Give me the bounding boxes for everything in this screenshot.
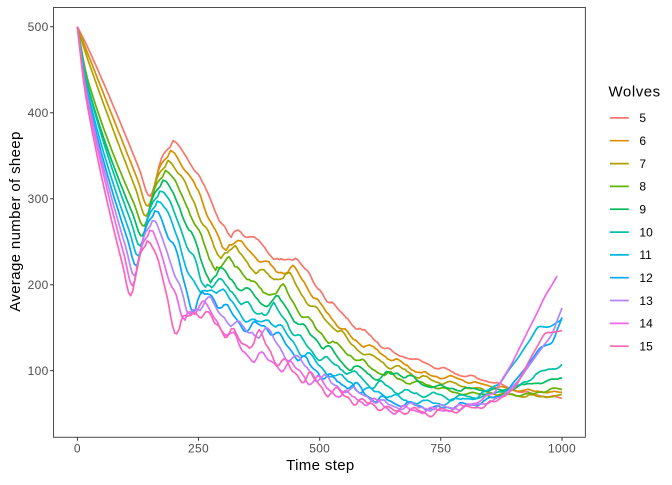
svg-text:6: 6 (639, 134, 646, 148)
svg-text:Wolves: Wolves (609, 84, 661, 101)
svg-text:250: 250 (188, 442, 209, 456)
svg-text:14: 14 (639, 317, 653, 331)
svg-text:750: 750 (430, 442, 451, 456)
svg-text:7: 7 (639, 157, 646, 171)
svg-text:10: 10 (639, 225, 653, 239)
svg-text:100: 100 (28, 364, 49, 378)
svg-text:Time step: Time step (286, 457, 354, 474)
svg-text:12: 12 (639, 271, 653, 285)
svg-text:11: 11 (639, 248, 652, 262)
svg-text:0: 0 (74, 442, 81, 456)
svg-text:500: 500 (309, 442, 330, 456)
svg-text:300: 300 (28, 192, 49, 206)
svg-text:Average number of sheep: Average number of sheep (7, 131, 24, 311)
svg-text:8: 8 (639, 180, 646, 194)
svg-text:1000: 1000 (548, 442, 576, 456)
svg-text:400: 400 (28, 106, 49, 120)
svg-text:500: 500 (28, 20, 49, 34)
svg-text:200: 200 (28, 278, 49, 292)
svg-text:13: 13 (639, 294, 653, 308)
svg-text:5: 5 (639, 111, 646, 125)
svg-text:15: 15 (639, 340, 653, 354)
svg-text:9: 9 (639, 203, 646, 217)
